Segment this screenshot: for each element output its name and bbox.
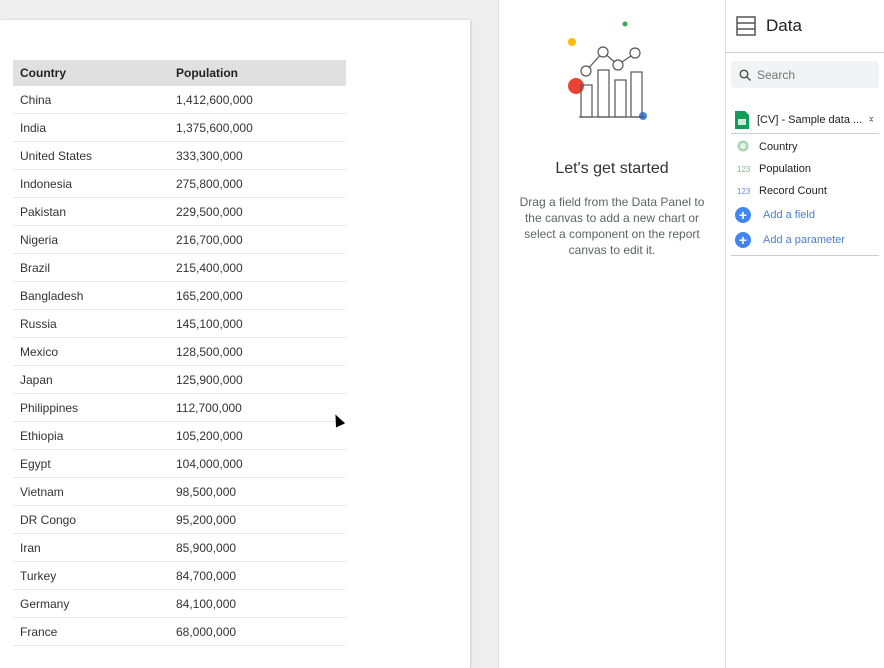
table-row[interactable]: Iran 85,900,000: [13, 534, 346, 562]
table-row[interactable]: India 1,375,600,000: [13, 114, 346, 142]
cell-country: Indonesia: [20, 176, 73, 191]
expand-collapse-icon[interactable]: ⌄ ⌃: [867, 110, 875, 128]
cell-country: Turkey: [20, 568, 57, 583]
cell-population: 95,200,000: [176, 512, 237, 527]
cell-population: 104,000,000: [176, 456, 243, 471]
cell-country: Ethiopia: [20, 428, 64, 443]
globe-icon: [731, 140, 759, 154]
field-population[interactable]: 123 Population: [731, 158, 879, 180]
field-record-count[interactable]: 123 Record Count: [731, 180, 879, 202]
report-canvas-area: Country Population China 1,412,600,000 Ind…: [0, 0, 498, 668]
table-row[interactable]: DR Congo 95,200,000: [13, 506, 346, 534]
cell-country: Vietnam: [20, 484, 64, 499]
table-row[interactable]: France 68,000,000: [13, 618, 346, 646]
cell-population: 125,900,000: [176, 372, 243, 387]
cell-country: Bangladesh: [20, 288, 84, 303]
plus-icon: +: [735, 206, 751, 223]
header-country[interactable]: Country: [20, 66, 66, 80]
population-table[interactable]: Country Population China 1,412,600,000 Ind…: [13, 60, 346, 646]
table-row[interactable]: Brazil 215,400,000: [13, 254, 346, 282]
cell-population: 216,700,000: [176, 232, 243, 247]
table-row[interactable]: China 1,412,600,000: [13, 86, 346, 114]
table-row[interactable]: Pakistan 229,500,000: [13, 198, 346, 226]
cell-country: Mexico: [20, 344, 59, 359]
cell-country: Germany: [20, 596, 70, 611]
cell-population: 98,500,000: [176, 484, 237, 499]
cell-country: Brazil: [20, 260, 51, 275]
chart-illustration-icon: [568, 21, 647, 120]
table-row[interactable]: Philippines 112,700,000: [13, 394, 346, 422]
table-row[interactable]: Turkey 84,700,000: [13, 562, 346, 590]
cell-population: 275,800,000: [176, 176, 243, 191]
data-panel-title: Data: [766, 16, 802, 35]
cell-population: 165,200,000: [176, 288, 243, 303]
table-row[interactable]: Indonesia 275,800,000: [13, 170, 346, 198]
cell-country: Philippines: [20, 400, 79, 415]
table-header: Country Population: [13, 60, 346, 86]
table-row[interactable]: Bangladesh 165,200,000: [13, 282, 346, 310]
cell-population: 112,700,000: [176, 400, 242, 415]
search-field[interactable]: [731, 61, 879, 88]
cell-population: 84,100,000: [176, 596, 237, 611]
table-row[interactable]: Germany 84,100,000: [13, 590, 346, 618]
cell-population: 215,400,000: [176, 260, 243, 275]
cell-population: 85,900,000: [176, 540, 237, 555]
cell-country: Iran: [20, 540, 41, 555]
header-population[interactable]: Population: [176, 66, 238, 80]
table-row[interactable]: United States 333,300,000: [13, 142, 346, 170]
cell-country: Egypt: [20, 456, 51, 471]
report-page[interactable]: Country Population China 1,412,600,000 Ind…: [0, 20, 470, 668]
cell-population: 229,500,000: [176, 204, 243, 219]
cell-population: 1,412,600,000: [176, 92, 253, 107]
data-source-name: [CV] - Sample data ...: [757, 113, 863, 126]
sheets-icon: [735, 110, 749, 129]
cell-population: 68,000,000: [176, 624, 237, 639]
add-field-button[interactable]: + Add a field: [731, 202, 879, 227]
table-row[interactable]: Japan 125,900,000: [13, 366, 346, 394]
cell-population: 1,375,600,000: [176, 120, 253, 135]
table-row[interactable]: Nigeria 216,700,000: [13, 226, 346, 254]
table-row[interactable]: Egypt 104,000,000: [13, 450, 346, 478]
cell-country: Nigeria: [20, 232, 59, 247]
cell-population: 128,500,000: [176, 344, 243, 359]
cell-population: 333,300,000: [176, 148, 243, 163]
cell-country: DR Congo: [20, 512, 77, 527]
number-icon: 123: [737, 164, 751, 174]
cell-country: India: [20, 120, 47, 135]
field-list: Country 123 Population 123 Record Count + A…: [731, 136, 879, 256]
table-row[interactable]: Russia 145,100,000: [13, 310, 346, 338]
field-country[interactable]: Country: [731, 136, 879, 158]
search-input[interactable]: [757, 67, 867, 82]
search-icon: [739, 68, 751, 81]
cell-population: 105,200,000: [176, 428, 243, 443]
cell-population: 145,100,000: [176, 316, 243, 331]
empty-state-text: Drag a field from the Data Panel to the …: [519, 195, 705, 257]
data-panel: Data [CV] - Sample data ... ⌄⌃ Country 1…: [726, 0, 884, 668]
cell-country: China: [20, 92, 52, 107]
cell-country: Japan: [20, 372, 53, 387]
number-icon: 123: [737, 186, 751, 196]
data-panel-header: Data: [726, 0, 884, 53]
add-parameter-button[interactable]: + Add a parameter: [731, 227, 879, 252]
table-row[interactable]: Ethiopia 105,200,000: [13, 422, 346, 450]
empty-state-title: Let's get started: [555, 160, 669, 177]
cell-country: Russia: [20, 316, 57, 331]
data-table-icon: [736, 16, 756, 36]
cell-country: United States: [20, 148, 93, 163]
table-row[interactable]: Vietnam 98,500,000: [13, 478, 346, 506]
cell-country: France: [20, 624, 58, 639]
properties-panel: Let's get started Drag a field from the …: [498, 0, 726, 668]
cell-country: Pakistan: [20, 204, 67, 219]
table-row[interactable]: Mexico 128,500,000: [13, 338, 346, 366]
data-source-selector[interactable]: [CV] - Sample data ... ⌄ ⌃: [731, 106, 879, 134]
cell-population: 84,700,000: [176, 568, 237, 583]
plus-icon: +: [735, 231, 751, 248]
